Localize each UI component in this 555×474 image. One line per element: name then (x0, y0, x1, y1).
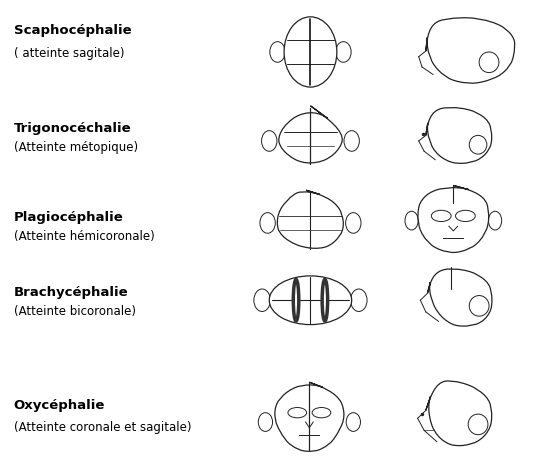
Ellipse shape (479, 52, 499, 73)
Text: Oxycéphalie: Oxycéphalie (14, 399, 105, 411)
PathPatch shape (426, 381, 492, 446)
Ellipse shape (456, 210, 475, 221)
Text: (Atteinte hémicoronale): (Atteinte hémicoronale) (14, 230, 154, 243)
Text: (Atteinte coronale et sagitale): (Atteinte coronale et sagitale) (14, 420, 191, 434)
PathPatch shape (279, 106, 342, 163)
Ellipse shape (346, 413, 360, 431)
Ellipse shape (269, 276, 352, 325)
Ellipse shape (344, 131, 360, 151)
PathPatch shape (426, 108, 492, 164)
Ellipse shape (287, 20, 334, 83)
Ellipse shape (274, 279, 347, 322)
Ellipse shape (405, 211, 418, 230)
Ellipse shape (488, 211, 502, 230)
Ellipse shape (351, 289, 367, 311)
Ellipse shape (293, 280, 299, 321)
Ellipse shape (261, 131, 277, 151)
Ellipse shape (284, 17, 337, 87)
Text: Plagiocéphalie: Plagiocéphalie (14, 211, 124, 224)
Ellipse shape (346, 213, 361, 233)
PathPatch shape (278, 190, 344, 248)
Ellipse shape (270, 42, 285, 62)
Text: Scaphocéphalie: Scaphocéphalie (14, 24, 132, 37)
PathPatch shape (426, 18, 514, 83)
Ellipse shape (470, 296, 489, 316)
Ellipse shape (254, 289, 270, 311)
Ellipse shape (312, 408, 331, 418)
PathPatch shape (427, 269, 492, 326)
Text: Trigonocéchalie: Trigonocéchalie (14, 122, 132, 135)
Text: (Atteinte métopique): (Atteinte métopique) (14, 141, 138, 154)
Text: (Atteinte bicoronale): (Atteinte bicoronale) (14, 305, 136, 318)
Text: ( atteinte sagitale): ( atteinte sagitale) (14, 47, 124, 60)
Ellipse shape (468, 414, 488, 435)
Ellipse shape (258, 413, 273, 431)
PathPatch shape (418, 185, 489, 253)
Ellipse shape (431, 210, 451, 221)
Ellipse shape (322, 280, 327, 321)
PathPatch shape (275, 382, 344, 451)
Ellipse shape (260, 213, 275, 233)
Ellipse shape (336, 42, 351, 62)
Ellipse shape (288, 408, 306, 418)
Text: Brachycéphalie: Brachycéphalie (14, 286, 128, 299)
Ellipse shape (470, 136, 487, 154)
